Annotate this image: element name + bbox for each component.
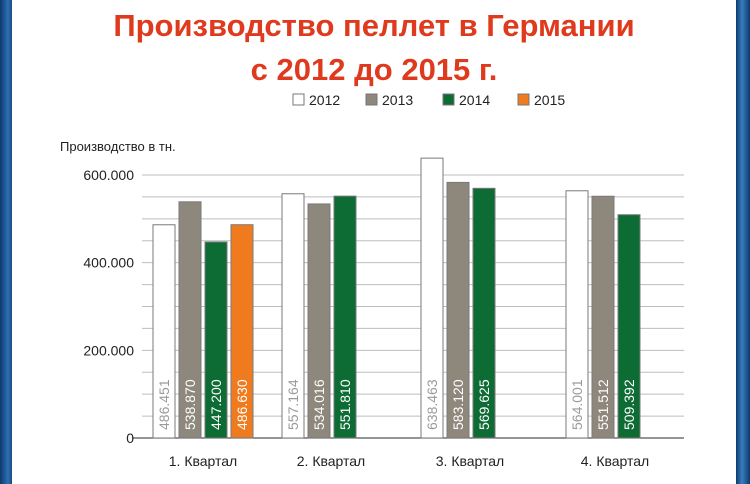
category-label-q4: 4. Квартал — [581, 453, 649, 469]
category-labels: 1. Квартал 2. Квартал 3. Квартал 4. Квартал — [169, 453, 649, 469]
bar-2013-q4 — [591, 195, 615, 439]
bar-2013-q1 — [178, 201, 202, 439]
bar-2012-q3 — [420, 157, 444, 439]
bar-label-2014-q1: 447.200 — [208, 379, 224, 430]
y-tick-label: 400.000 — [83, 255, 134, 271]
bar-label-2013-q3: 583.120 — [450, 379, 466, 430]
y-tick-label: 0 — [126, 430, 134, 446]
legend-label-2013: 2013 — [382, 92, 413, 108]
pellet-production-chart: Производство пеллет в Германии с 2012 до… — [60, 8, 684, 469]
legend-swatch-2014 — [442, 93, 455, 106]
bar-label-2012-q1: 486.451 — [156, 379, 172, 430]
bar-2014-q4 — [617, 214, 641, 439]
legend-swatch-2012 — [292, 93, 305, 106]
legend-label-2014: 2014 — [459, 92, 490, 108]
category-label-q2: 2. Квартал — [297, 453, 365, 469]
legend-swatch-2015 — [517, 93, 530, 106]
category-label-q3: 3. Квартал — [436, 453, 504, 469]
chart-panel: Производство пеллет в Германии с 2012 до… — [12, 0, 736, 484]
legend-swatch-2013 — [365, 93, 378, 106]
legend: 2012 2013 2014 2015 — [292, 92, 565, 108]
chart-title-line-1: Производство пеллет в Германии — [113, 8, 634, 43]
bar-label-2014-q3: 569.625 — [476, 379, 492, 430]
bar-label-2014-q2: 551.810 — [337, 379, 353, 430]
bar-2012-q2 — [281, 193, 305, 439]
chart-title-line-2: с 2012 до 2015 г. — [251, 52, 498, 87]
y-tick-label: 200.000 — [83, 342, 134, 358]
bar-label-2014-q4: 509.392 — [621, 379, 637, 430]
bars — [152, 157, 641, 439]
bar-label-2013-q2: 534.016 — [311, 379, 327, 430]
bar-2014-q3 — [472, 187, 496, 439]
bar-label-2012-q4: 564.001 — [569, 379, 585, 430]
bar-2012-q4 — [565, 190, 589, 439]
bar-label-2013-q4: 551.512 — [595, 379, 611, 430]
bar-2014-q1 — [204, 241, 228, 439]
bar-2015-q1 — [230, 224, 254, 439]
bar-label-2012-q3: 638.463 — [424, 379, 440, 430]
bar-2014-q2 — [333, 195, 357, 439]
y-axis-ticks: 0 200.000 400.000 600.000 — [83, 167, 134, 446]
bar-2012-q1 — [152, 224, 176, 439]
legend-label-2012: 2012 — [309, 92, 340, 108]
y-axis-label: Производство в тн. — [60, 139, 176, 154]
bar-label-2013-q1: 538.870 — [182, 379, 198, 430]
category-label-q1: 1. Квартал — [169, 453, 237, 469]
y-tick-label: 600.000 — [83, 167, 134, 183]
bar-labels: 486.451 538.870 447.200 486.630 557.164 534.0… — [156, 379, 637, 430]
bar-2013-q3 — [446, 181, 470, 439]
bar-label-2012-q2: 557.164 — [285, 379, 301, 430]
bar-label-2015-q1: 486.630 — [234, 379, 250, 430]
legend-label-2015: 2015 — [534, 92, 565, 108]
bar-2013-q2 — [307, 203, 331, 439]
